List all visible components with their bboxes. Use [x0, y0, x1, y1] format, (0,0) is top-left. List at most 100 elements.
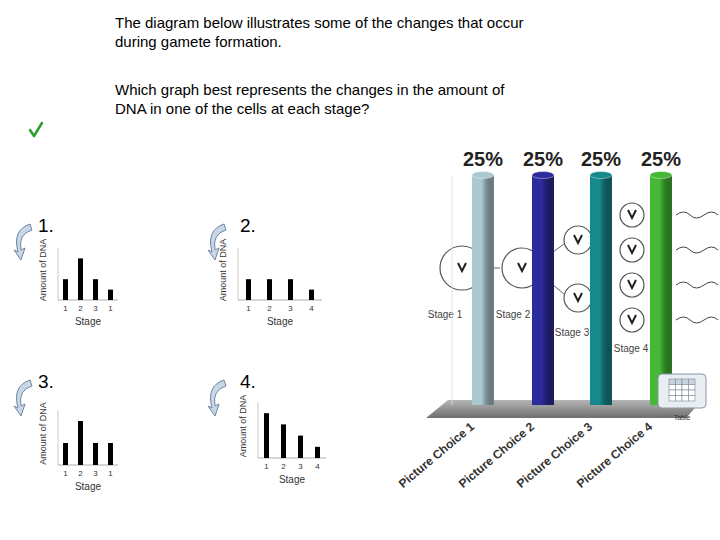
x-tick-label: 4 — [309, 304, 314, 313]
stage-label: Stage 2 — [496, 309, 531, 320]
x-tick-label: 2 — [78, 469, 83, 478]
table-icon-cell — [669, 396, 676, 402]
bar-top — [650, 172, 672, 179]
x-tick-label: 2 — [78, 304, 83, 313]
rotate-icon — [14, 380, 32, 416]
sperm-tail — [676, 317, 718, 323]
chromosome — [518, 263, 526, 271]
y-axis-label: Amount of DNA — [238, 395, 248, 458]
table-button-bg[interactable] — [658, 374, 706, 408]
x-tick-label: 1 — [108, 469, 113, 478]
bar — [108, 443, 113, 465]
bars — [63, 421, 113, 465]
chromosome — [628, 245, 636, 253]
table-button-label[interactable]: Table — [674, 414, 691, 421]
x-axis-label: Stage — [75, 316, 102, 327]
x-tick-label: 1 — [264, 462, 269, 471]
small-chart: 3. 1 2 3 1 Stage Amount of DNA — [14, 371, 118, 492]
y-axis-label: Amount of DNA — [218, 239, 228, 302]
bar — [264, 413, 269, 458]
table-icon-cell — [682, 385, 689, 391]
cell — [620, 308, 644, 332]
bars — [246, 279, 314, 300]
chromosome — [574, 293, 582, 301]
bar — [298, 436, 303, 458]
chart-number: 2. — [240, 215, 256, 236]
x-tick-label: 1 — [246, 304, 251, 313]
bar-shade — [472, 175, 494, 405]
y-axis-line — [452, 175, 453, 405]
table-button[interactable]: Table — [658, 374, 706, 421]
chromosome — [628, 210, 636, 218]
stage-label: Stage 3 — [555, 327, 590, 338]
sperm-tail — [676, 282, 718, 288]
sperm-tail — [676, 212, 718, 218]
x-tick-label: 3 — [93, 469, 98, 478]
x-tick-label: 3 — [298, 462, 303, 471]
table-icon-cell — [669, 390, 676, 396]
table-icon-cell — [689, 390, 696, 396]
bars — [472, 175, 672, 405]
bar — [93, 443, 98, 465]
gamete-diagram: Stage 1Stage 2Stage 3Stage 4 — [428, 203, 718, 354]
y-axis-line — [238, 248, 239, 300]
question-text: DNA in one of the cells at each stage? — [115, 100, 369, 117]
chart-number: 3. — [38, 371, 54, 392]
bar-shade — [532, 175, 554, 405]
x-tick-label: 1 — [63, 469, 68, 478]
table-icon-cell — [682, 396, 689, 402]
x-tick-label: 4 — [315, 462, 320, 471]
bar-top — [532, 172, 554, 179]
x-tick-label: 2 — [281, 462, 286, 471]
bar — [267, 279, 272, 300]
y-axis-line — [58, 410, 59, 465]
x-axis-label: Stage — [75, 481, 102, 492]
poll-chart: 25%25%25%25%Picture Choice 1Picture Choi… — [396, 148, 702, 491]
y-axis-label: Amount of DNA — [38, 402, 48, 465]
bar-shade — [650, 175, 672, 405]
x-axis-label: Stage — [279, 474, 306, 485]
cell — [620, 273, 644, 297]
bar — [246, 279, 251, 300]
bar — [315, 447, 320, 458]
bar — [63, 279, 68, 300]
chromosome — [628, 280, 636, 288]
table-icon-cell — [689, 396, 696, 402]
small-chart: 1.1231StageAmount of DNA — [14, 215, 118, 327]
bar-top — [472, 172, 494, 179]
table-icon-cell — [682, 379, 689, 385]
sperm-tail — [676, 247, 718, 253]
bar — [650, 175, 672, 405]
y-axis-line — [58, 248, 59, 300]
rotate-icon — [14, 224, 32, 260]
stage-label: Stage 1 — [428, 309, 463, 320]
chromosome — [458, 263, 466, 271]
bar — [108, 290, 113, 300]
check-icon — [30, 123, 42, 136]
y-axis-label: Amount of DNA — [38, 239, 48, 302]
table-icon-cell — [689, 379, 696, 385]
table-icon-cell — [676, 396, 683, 402]
x-axis-label: Stage — [267, 316, 294, 327]
x-tick-label: 3 — [93, 304, 98, 313]
small-chart: 2.1234StageAmount of DNA — [208, 215, 322, 327]
x-tick-label: Picture Choice 4 — [574, 419, 655, 490]
bar — [532, 175, 554, 405]
bar — [63, 443, 68, 465]
table-icon-cell — [669, 379, 676, 385]
rotate-icon — [208, 380, 226, 416]
table-icon-cell — [676, 390, 683, 396]
cell — [620, 203, 644, 227]
bar — [309, 290, 314, 300]
data-label: 25% — [641, 148, 681, 170]
bar — [93, 279, 98, 300]
cell — [564, 226, 592, 254]
bar — [472, 175, 494, 405]
cell — [564, 284, 592, 312]
table-icon-cell — [689, 385, 696, 391]
data-label: 25% — [581, 148, 621, 170]
table-icon-cell — [682, 390, 689, 396]
table-icon-cell — [669, 385, 676, 391]
small-chart: 4.1234StageAmount of DNA — [208, 371, 326, 485]
x-tick-label: 3 — [288, 304, 293, 313]
